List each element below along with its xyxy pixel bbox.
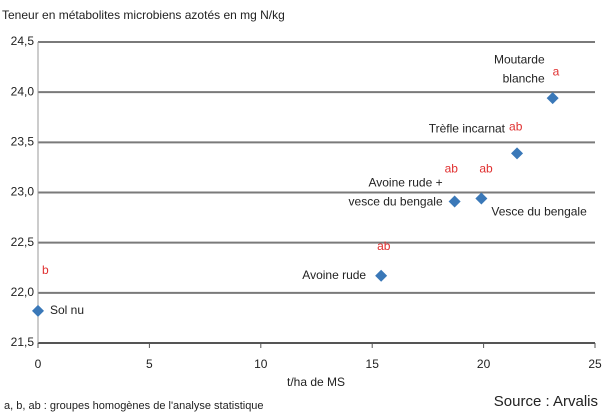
x-axis-label: t/ha de MS: [287, 375, 345, 389]
x-tick-label: 10: [254, 357, 268, 371]
y-tick-label: 24,0: [11, 84, 35, 98]
group-label: a: [553, 64, 560, 78]
footnote: a, b, ab : groupes homogènes de l'analys…: [4, 400, 264, 412]
x-tick-label: 25: [588, 357, 602, 371]
point-label: Avoine rude: [302, 268, 366, 282]
source: Source : Arvalis: [494, 393, 598, 410]
y-tick-label: 21,5: [11, 335, 35, 349]
group-label: b: [42, 263, 49, 277]
point: [475, 192, 488, 205]
y-tick-label: 23,5: [11, 135, 35, 149]
point-label: Trèfle incarnat: [429, 122, 506, 136]
point-label: vesce du bengale: [349, 195, 443, 209]
x-tick-label: 20: [477, 357, 491, 371]
y-tick-label: 22,0: [11, 285, 35, 299]
point-label: Sol nu: [50, 303, 84, 317]
x-tick-label: 0: [35, 357, 42, 371]
point-label: Vesce du bengale: [491, 205, 587, 219]
y-tick-label: 24,5: [11, 34, 35, 48]
point: [375, 269, 388, 282]
y-axis-label: Teneur en métabolites microbiens azotés …: [2, 8, 285, 22]
point: [448, 195, 461, 208]
point: [511, 147, 524, 160]
group-label: ab: [509, 120, 523, 134]
point: [546, 92, 559, 105]
y-tick-label: 23,0: [11, 185, 35, 199]
point-label: Avoine rude +: [368, 176, 442, 190]
group-label: ab: [377, 239, 391, 253]
x-tick-label: 15: [366, 357, 380, 371]
group-label: ab: [479, 162, 493, 176]
y-tick-label: 22,5: [11, 235, 35, 249]
group-label: ab: [445, 162, 459, 176]
point: [32, 304, 44, 317]
point-label: blanche: [503, 71, 545, 85]
x-tick-label: 5: [146, 357, 153, 371]
point-label: Moutarde: [494, 52, 545, 66]
